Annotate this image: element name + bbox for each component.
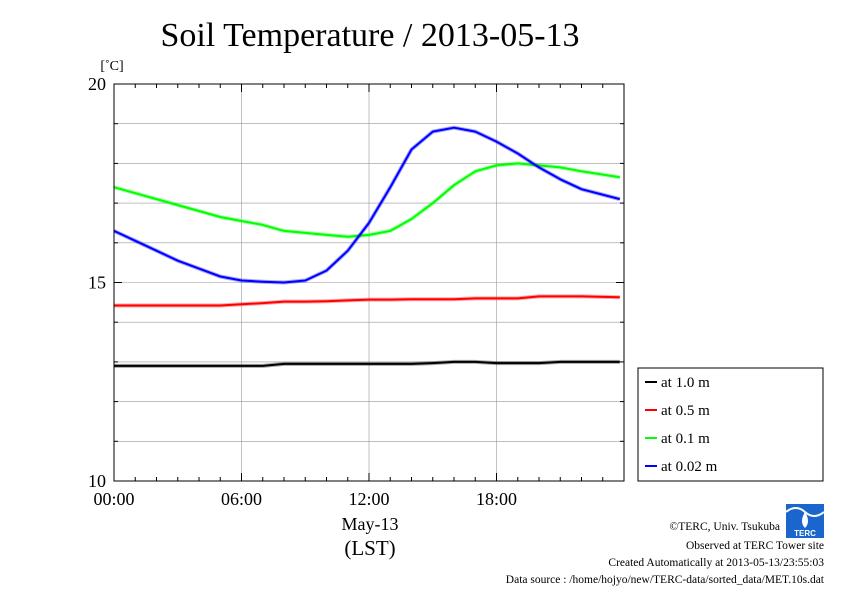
tick-marks [113,83,625,482]
footer-source: Data source : /home/hojyo/new/TERC-data/… [506,574,825,586]
legend: at 1.0 m at 0.5 m at 0.1 m at 0.02 m [637,367,824,482]
chart-title: Soil Temperature / 2013-05-13 [160,17,579,54]
series-halo-at-0-5-m [114,294,620,308]
x-axis-label: (LST) [344,536,395,560]
series-line-at-1-0-m [114,360,620,367]
y-tick-label: 20 [88,74,106,94]
series-halo-at-0-02-m [113,125,621,285]
series-line-at-0-5-m [114,295,620,307]
x-tick-labels: 00:00 06:00 12:00 18:00 [93,489,517,509]
date-label: May-13 [342,514,399,534]
logo-text: TERC [794,529,816,538]
y-tick-label: 15 [88,273,106,293]
footer-observed: Observed at TERC Tower site [686,540,824,552]
x-tick-label: 18:00 [476,489,517,509]
y-axis-unit: [˚C] [100,59,123,74]
series-group [113,125,621,368]
footer-created: Created Automatically at 2013-05-13/23:5… [608,557,824,569]
legend-label-at-0-5-m: at 0.5 m [661,403,710,419]
legend-label-at-0-1-m: at 0.1 m [661,431,710,447]
legend-label-at-0-02-m: at 0.02 m [661,459,718,475]
y-tick-labels: 10 15 20 [88,74,106,491]
legend-label-at-1-0-m: at 1.0 m [661,375,710,391]
grid-lines [114,84,624,481]
footer-copyright: ©TERC, Univ. Tsukuba [670,521,780,533]
x-tick-label: 00:00 [93,489,134,509]
x-tick-label: 12:00 [348,489,389,509]
series-line-at-0-02-m [113,126,621,284]
terc-logo: TERC [785,504,825,538]
logo-drop [802,512,808,528]
x-tick-label: 06:00 [221,489,262,509]
y-tick-label: 10 [88,471,106,491]
legend-box [637,367,824,482]
